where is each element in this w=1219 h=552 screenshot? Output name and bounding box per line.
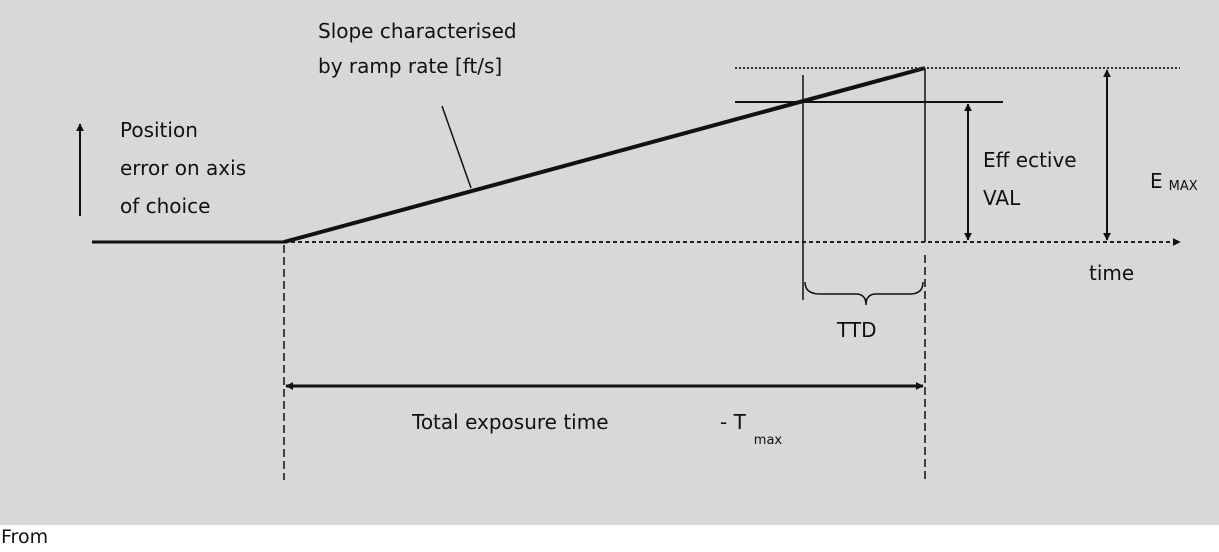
emax-label: E MAX [1150, 169, 1198, 194]
y-axis-label-line3: of choice [120, 194, 210, 218]
ttd-label: TTD [836, 318, 876, 342]
slope-label-line1: Slope characterised [318, 19, 517, 43]
time-label: time [1089, 261, 1134, 285]
ramp-error-diagram: Slope characterised by ramp rate [ft/s] … [76, 19, 1198, 480]
effective-val-label-line2: VAL [983, 186, 1021, 210]
exposure-label: Total exposure time [411, 410, 609, 434]
slope-label-line2: by ramp rate [ft/s] [318, 54, 502, 78]
y-axis-label-line2: error on axis [120, 156, 246, 180]
footer-text: From [1, 526, 49, 548]
diagram-panel: Slope characterised by ramp rate [ft/s] … [0, 0, 1219, 525]
y-axis-label-line1: Position [120, 118, 198, 142]
effective-val-label-line1: Eff ective [983, 148, 1077, 172]
ttd-brace [804, 281, 924, 306]
tmax-label: - Tmax [720, 410, 782, 448]
slope-pointer [441, 105, 472, 189]
ramp-line [283, 66, 926, 244]
